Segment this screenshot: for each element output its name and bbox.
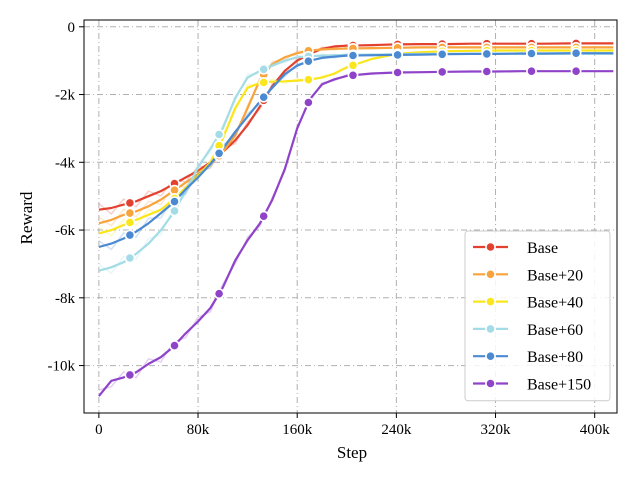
series-marker-base-plus-40 xyxy=(302,74,314,86)
series-marker-base-plus-20 xyxy=(124,207,136,219)
series-marker-base-plus-150 xyxy=(302,97,314,108)
series-marker-base-plus-150 xyxy=(258,210,270,222)
series-marker-base-plus-60 xyxy=(258,63,270,75)
series-marker-base-plus-60 xyxy=(169,205,180,217)
legend-label: Base+80 xyxy=(527,349,583,366)
legend-label: Base+20 xyxy=(527,267,583,284)
series-marker-base-plus-40 xyxy=(124,216,136,228)
legend-swatch-marker xyxy=(485,323,496,335)
x-axis-label: Step xyxy=(337,443,367,462)
series-marker-base-plus-80 xyxy=(436,48,448,60)
series-markers xyxy=(124,38,582,381)
x-tick-label: 80k xyxy=(187,422,210,438)
series-marker-base-plus-80 xyxy=(526,48,537,59)
axis-ticks: 0 80k 160k 240k 320k 400k 0 -2k -4k -6k -8k -10k xyxy=(48,20,611,438)
series-marker-base-plus-60 xyxy=(124,252,136,264)
y-tick-label: -10k xyxy=(48,359,76,375)
series-marker-base-plus-80 xyxy=(570,47,582,59)
y-tick-label: -4k xyxy=(55,155,75,171)
series-marker-base-plus-80 xyxy=(392,49,403,61)
series-marker-base-plus-150 xyxy=(124,369,136,381)
series-marker-base-plus-80 xyxy=(213,147,225,159)
series-marker-base-plus-80 xyxy=(124,229,136,241)
series-marker-base-plus-80 xyxy=(258,91,270,103)
x-tick-label: 240k xyxy=(381,422,412,438)
x-tick-label: 160k xyxy=(282,422,313,438)
legend: Base Base+20 Base+40 Base+60 Base+80 Base+150 xyxy=(464,230,611,402)
y-tick-label: 0 xyxy=(68,20,76,36)
series-marker-base-plus-150 xyxy=(436,66,448,78)
legend-swatch-marker xyxy=(485,296,496,307)
series-marker-base-plus-60 xyxy=(213,129,225,140)
legend-label: Base+40 xyxy=(527,295,583,312)
series-marker-base-plus-150 xyxy=(169,340,180,351)
series-marker-base-plus-80 xyxy=(169,196,180,207)
legend-swatch-marker xyxy=(485,378,496,389)
x-tick-label: 0 xyxy=(95,422,103,438)
y-axis-label: Reward xyxy=(17,191,36,244)
series-marker-base-plus-80 xyxy=(481,48,493,60)
series-marker-base-plus-80 xyxy=(302,55,314,67)
series-marker-base-plus-150 xyxy=(347,69,359,81)
y-tick-label: -6k xyxy=(55,223,75,239)
series-marker-base-plus-150 xyxy=(481,66,493,77)
series-marker-base-plus-40 xyxy=(347,59,359,71)
legend-swatch-marker xyxy=(485,268,496,280)
series-marker-base-plus-150 xyxy=(213,288,225,300)
legend-label: Base xyxy=(527,240,558,257)
series-marker-base-plus-40 xyxy=(258,77,270,88)
legend-swatch-marker xyxy=(485,350,496,362)
x-tick-label: 320k xyxy=(481,422,512,438)
plot-frame xyxy=(83,19,618,414)
y-tick-label: -2k xyxy=(55,88,75,104)
legend-label: Base+60 xyxy=(527,322,583,339)
series-marker-base-plus-150 xyxy=(570,65,582,77)
legend-swatch-marker xyxy=(485,241,496,253)
legend-label: Base+150 xyxy=(527,377,591,394)
series-marker-base-plus-80 xyxy=(347,50,359,61)
series-marker-base-plus-150 xyxy=(392,67,403,78)
x-tick-label: 400k xyxy=(580,422,611,438)
y-tick-label: -8k xyxy=(55,291,75,307)
series-marker-base-plus-150 xyxy=(526,65,537,77)
series-marker-base xyxy=(124,197,136,209)
